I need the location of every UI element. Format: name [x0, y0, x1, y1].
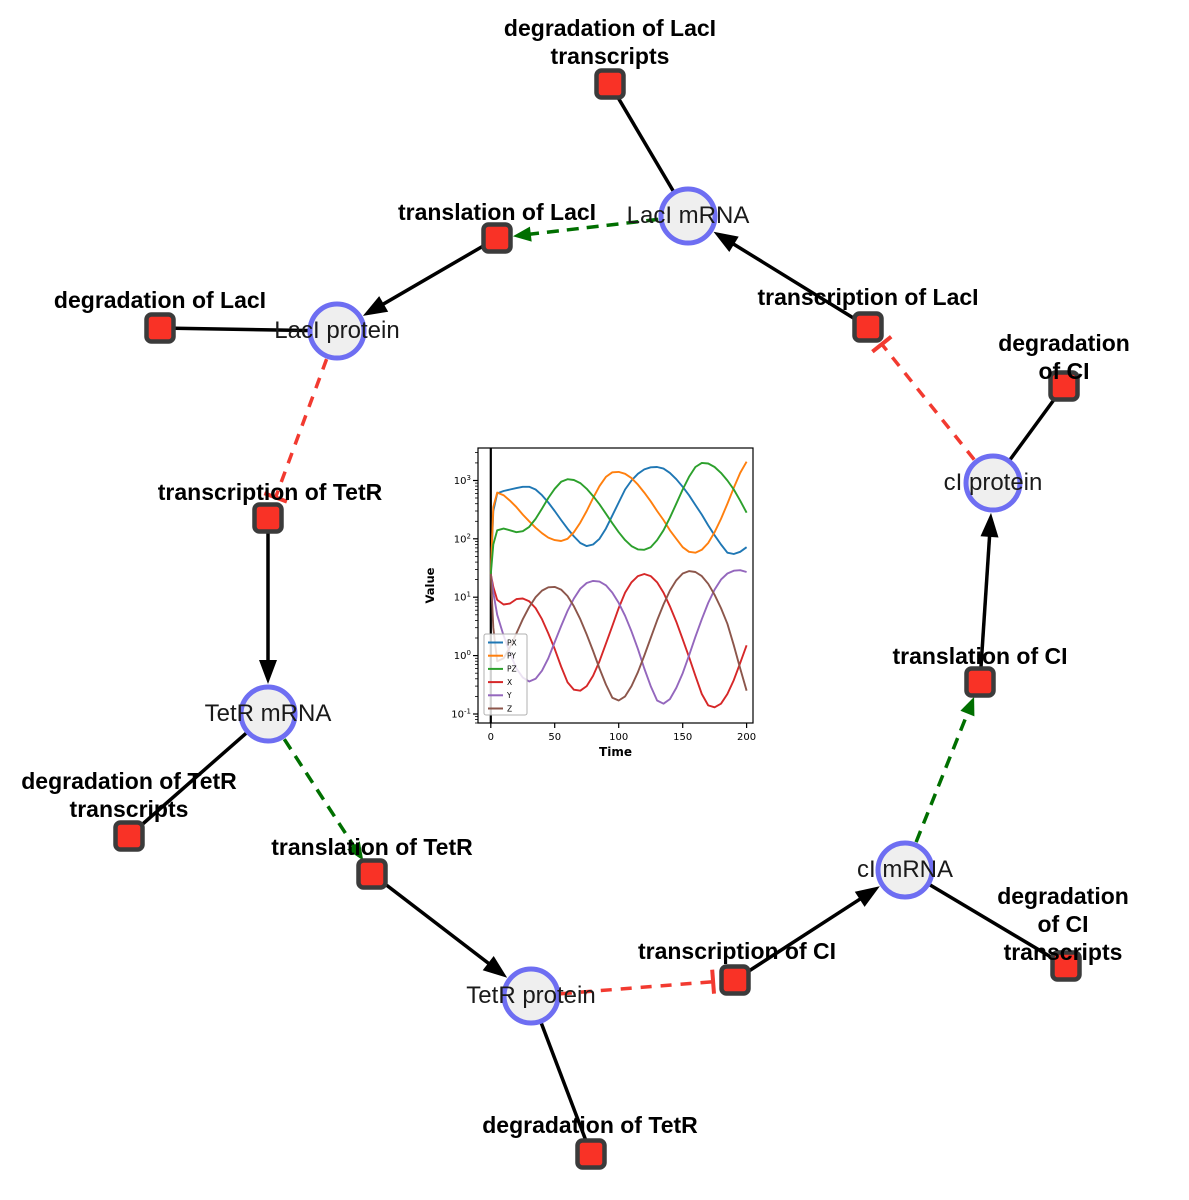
edge-production--transl_tetr--tetr_protein — [370, 872, 508, 978]
edge-consumption--tetr_mrna--deg_tetr_tx — [127, 712, 270, 838]
legend-entry-PZ: PZ — [507, 665, 517, 674]
svg-text:0: 0 — [488, 732, 494, 743]
chart-series-layer — [489, 461, 748, 709]
chart-xlabel: Time — [599, 745, 632, 759]
legend-entry-Z: Z — [507, 704, 512, 713]
reaction-node-transl_ci — [964, 666, 996, 698]
svg-text:103: 103 — [454, 474, 471, 487]
svg-text:100: 100 — [609, 732, 628, 743]
reaction-node-deg_laci — [144, 312, 176, 344]
inset-simulation-chart: 10-1 100 101 102 103 0 50 100 150 200 Time Value PX P… — [420, 430, 780, 770]
svg-text:200: 200 — [737, 732, 756, 743]
reaction-node-transl_laci — [481, 222, 513, 254]
species-node-laci_protein — [307, 301, 367, 361]
svg-text:101: 101 — [454, 591, 471, 604]
edge-modifier--tetr_mrna--transl_tetr — [282, 738, 364, 861]
chart-curve-PX — [489, 466, 748, 575]
reaction-node-deg_ci — [1048, 370, 1080, 402]
chart-legend: PX PY PZ XYZ — [483, 633, 528, 716]
species-node-ci_mrna — [875, 840, 935, 900]
reaction-node-transcr_tetr — [252, 502, 284, 534]
svg-text:102: 102 — [454, 532, 471, 545]
chart-curve-PZ — [489, 461, 748, 575]
svg-text:10-1: 10-1 — [451, 708, 471, 721]
reaction-node-transcr_ci — [719, 964, 751, 996]
edge-consumption--laci_protein--deg_laci — [159, 326, 338, 333]
svg-text:100: 100 — [454, 649, 471, 662]
reaction-node-transl_tetr — [356, 858, 388, 890]
edge-production--transcr_ci--ci_mrna — [734, 886, 880, 982]
svg-text:150: 150 — [673, 732, 692, 743]
chart-ylabel: Value — [423, 567, 437, 603]
edge-modifier--laci_mrna--transl_laci — [512, 217, 659, 242]
species-node-tetr_mrna — [238, 684, 298, 744]
legend-entry-PX: PX — [507, 638, 517, 647]
species-node-ci_protein — [963, 453, 1023, 513]
reaction-node-deg_laci_tx — [594, 68, 626, 100]
chart-curve-X — [489, 573, 748, 709]
edge-consumption--ci_mrna--deg_ci_tx — [904, 868, 1067, 968]
nodes-layer — [113, 68, 1082, 1170]
edge-inhibition--tetr_protein--transcr_ci — [560, 969, 716, 996]
legend-entry-Y: Y — [506, 691, 512, 700]
edge-modifier--ci_mrna--transl_ci — [914, 696, 975, 843]
reaction-node-deg_ci_tx — [1050, 950, 1082, 982]
chart-axes-frame — [477, 447, 754, 724]
edge-production--transl_ci--ci_protein — [978, 512, 999, 683]
reaction-node-transcr_laci — [852, 311, 884, 343]
edge-production--transcr_laci--laci_mrna — [713, 231, 869, 329]
edges-layer — [127, 83, 1067, 1155]
legend-entry-PY: PY — [507, 652, 516, 661]
legend-entry-X: X — [507, 678, 512, 687]
species-node-laci_mrna — [658, 186, 718, 246]
edge-production--transl_laci--laci_protein — [362, 236, 498, 316]
edge-inhibition--ci_protein--transcr_laci — [871, 335, 976, 461]
chart-curve-PY — [489, 461, 748, 575]
reaction-node-deg_tetr — [575, 1138, 607, 1170]
chart-curve-Y — [489, 569, 747, 705]
chart-curve-Z — [489, 570, 748, 702]
edge-production--transcr_tetr--tetr_mrna — [259, 518, 277, 684]
svg-text:50: 50 — [548, 732, 561, 743]
reaction-node-deg_tetr_tx — [113, 820, 145, 852]
species-node-tetr_protein — [501, 966, 561, 1026]
edge-inhibition--laci_protein--transcr_tetr — [263, 358, 329, 504]
